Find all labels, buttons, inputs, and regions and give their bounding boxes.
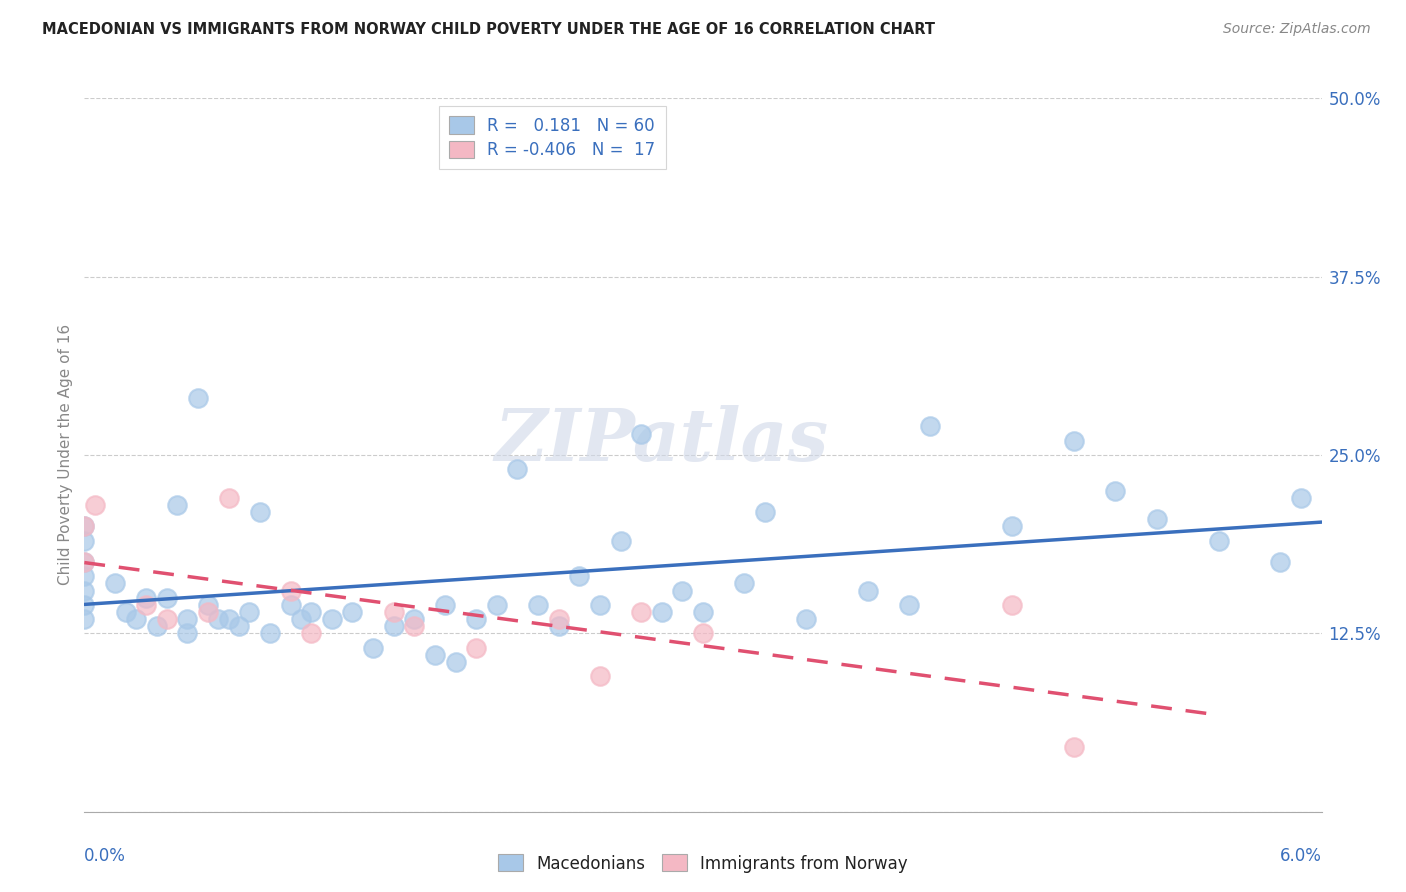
Point — [321, 612, 343, 626]
Point — [197, 598, 219, 612]
Point — [918, 419, 941, 434]
Point — [733, 576, 755, 591]
Point — [218, 612, 240, 626]
Point — [342, 605, 364, 619]
Point — [73, 612, 96, 626]
Point — [404, 619, 426, 633]
Point — [156, 612, 179, 626]
Point — [589, 598, 612, 612]
Point — [434, 598, 457, 612]
Point — [73, 519, 96, 533]
Point — [228, 619, 250, 633]
Point — [135, 591, 157, 605]
Point — [1063, 740, 1085, 755]
Point — [547, 619, 569, 633]
Point — [280, 583, 302, 598]
Point — [754, 505, 776, 519]
Point — [856, 583, 879, 598]
Point — [630, 426, 652, 441]
Point — [249, 505, 271, 519]
Point — [187, 391, 209, 405]
Point — [898, 598, 921, 612]
Point — [671, 583, 693, 598]
Point — [259, 626, 281, 640]
Point — [651, 605, 673, 619]
Point — [176, 626, 198, 640]
Point — [290, 612, 312, 626]
Point — [145, 619, 167, 633]
Point — [1270, 555, 1292, 569]
Point — [568, 569, 591, 583]
Point — [382, 605, 405, 619]
Point — [1063, 434, 1085, 448]
Point — [527, 598, 550, 612]
Point — [609, 533, 631, 548]
Point — [630, 605, 652, 619]
Text: 0.0%: 0.0% — [84, 847, 127, 865]
Legend: Macedonians, Immigrants from Norway: Macedonians, Immigrants from Norway — [491, 847, 915, 880]
Point — [423, 648, 446, 662]
Text: ZIPatlas: ZIPatlas — [495, 405, 828, 476]
Point — [485, 598, 508, 612]
Point — [465, 612, 488, 626]
Point — [1001, 519, 1024, 533]
Point — [73, 555, 96, 569]
Point — [465, 640, 488, 655]
Text: MACEDONIAN VS IMMIGRANTS FROM NORWAY CHILD POVERTY UNDER THE AGE OF 16 CORRELATI: MACEDONIAN VS IMMIGRANTS FROM NORWAY CHI… — [42, 22, 935, 37]
Text: Source: ZipAtlas.com: Source: ZipAtlas.com — [1223, 22, 1371, 37]
Point — [1289, 491, 1312, 505]
Point — [197, 605, 219, 619]
Point — [125, 612, 148, 626]
Point — [73, 555, 96, 569]
Point — [73, 519, 96, 533]
Point — [280, 598, 302, 612]
Point — [299, 605, 322, 619]
Point — [1104, 483, 1126, 498]
Point — [547, 612, 569, 626]
Point — [156, 591, 179, 605]
Point — [382, 619, 405, 633]
Point — [1146, 512, 1168, 526]
Point — [73, 583, 96, 598]
Point — [692, 605, 714, 619]
Point — [1001, 598, 1024, 612]
Point — [83, 498, 105, 512]
Point — [104, 576, 127, 591]
Point — [238, 605, 260, 619]
Point — [589, 669, 612, 683]
Legend: R =   0.181   N = 60, R = -0.406   N =  17: R = 0.181 N = 60, R = -0.406 N = 17 — [439, 106, 665, 169]
Point — [299, 626, 322, 640]
Point — [114, 605, 136, 619]
Point — [135, 598, 157, 612]
Point — [692, 626, 714, 640]
Point — [73, 533, 96, 548]
Point — [218, 491, 240, 505]
Y-axis label: Child Poverty Under the Age of 16: Child Poverty Under the Age of 16 — [58, 325, 73, 585]
Point — [794, 612, 817, 626]
Point — [207, 612, 229, 626]
Point — [73, 569, 96, 583]
Point — [506, 462, 529, 476]
Point — [444, 655, 467, 669]
Point — [176, 612, 198, 626]
Point — [404, 612, 426, 626]
Point — [73, 598, 96, 612]
Point — [166, 498, 188, 512]
Text: 6.0%: 6.0% — [1279, 847, 1322, 865]
Point — [1208, 533, 1230, 548]
Point — [361, 640, 384, 655]
